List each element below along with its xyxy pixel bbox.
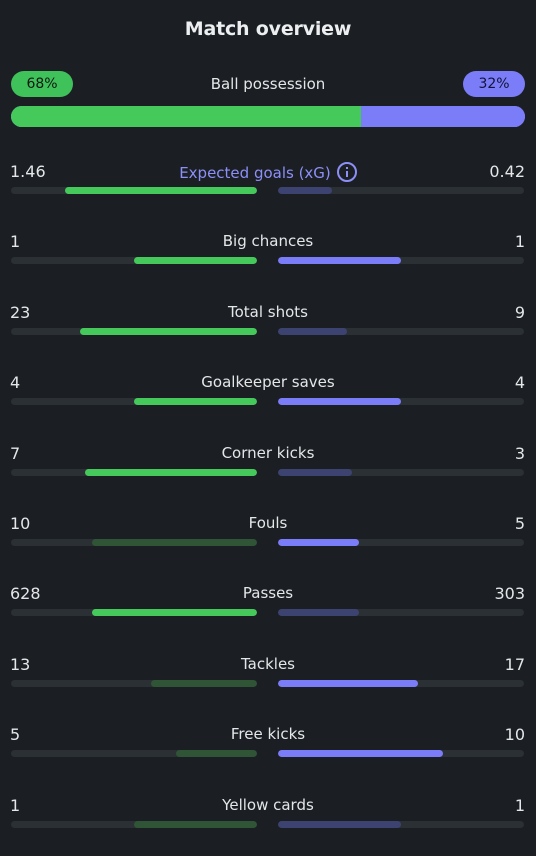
stat-home-bar-track: [11, 609, 257, 617]
stat-home-bar-fill: [134, 820, 257, 828]
stat-row: 4 Goalkeeper saves 4: [0, 373, 536, 423]
away-possession-badge: 32%: [463, 71, 525, 97]
stat-away-bar-fill: [278, 468, 352, 476]
stat-home-bar-track: [11, 327, 257, 335]
stat-label[interactable]: Expected goals (xG): [0, 162, 536, 182]
stat-label: Fouls: [0, 514, 536, 532]
stat-home-bar-track: [11, 750, 257, 758]
stat-home-value: 7: [10, 443, 21, 463]
stat-row: 7 Corner kicks 3: [0, 444, 536, 494]
stat-row: 5 Free kicks 10: [0, 725, 536, 775]
possession-bar-away: [360, 106, 525, 127]
stat-away-bar-fill: [278, 539, 360, 546]
stat-home-bar-fill: [92, 539, 257, 546]
stat-label: Big chances: [0, 232, 536, 250]
stat-away-bar-track: [278, 820, 524, 828]
stat-away-bar-fill: [278, 750, 443, 758]
stat-home-bar-fill: [134, 257, 257, 265]
stat-away-bar-fill: [278, 609, 360, 617]
stat-row: 23 Total shots 9: [0, 303, 536, 353]
stat-away-bar-track: [278, 327, 524, 335]
stat-home-bar-track: [11, 187, 257, 194]
stat-away-bar-fill: [278, 257, 401, 265]
stat-away-value: 17: [504, 654, 525, 674]
stat-home-bar-fill: [92, 609, 257, 617]
stat-home-bar-track: [11, 257, 257, 265]
stat-away-bar-fill: [278, 820, 401, 828]
stat-label: Yellow cards: [0, 796, 536, 814]
stat-away-bar-track: [278, 750, 524, 758]
stat-label-text: Tackles: [240, 654, 296, 673]
stat-label-text: Free kicks: [230, 725, 306, 744]
stat-row: 1 Big chances 1: [0, 232, 536, 282]
home-possession-badge: 68%: [11, 71, 73, 97]
stat-home-value: 5: [10, 725, 21, 745]
stat-label-text: Corner kicks: [221, 443, 315, 462]
stat-away-bar-track: [278, 468, 524, 476]
stat-home-bar-fill: [79, 327, 257, 335]
stat-row: 13 Tackles 17: [0, 655, 536, 705]
stat-label-text: Big chances: [222, 232, 314, 251]
stat-row: 628 Passes 303: [0, 584, 536, 634]
stat-away-value: 1: [514, 795, 525, 815]
stat-home-bar-track: [11, 398, 257, 406]
stat-home-bar-track: [11, 679, 257, 687]
stat-label: Corner kicks: [0, 444, 536, 462]
stat-away-bar-fill: [278, 327, 347, 335]
stat-away-value: 9: [514, 302, 525, 322]
stat-away-bar-track: [278, 679, 524, 687]
stat-home-bar-fill: [84, 468, 257, 476]
stat-away-bar-fill: [278, 679, 419, 687]
possession-bar-home: [11, 106, 361, 127]
stat-label: Free kicks: [0, 725, 536, 743]
stat-home-bar-fill: [134, 398, 257, 406]
stat-away-bar-track: [278, 187, 524, 194]
stat-away-value: 3: [514, 443, 525, 463]
stat-row: 1 Yellow cards 1: [0, 796, 536, 846]
stat-home-value: 13: [10, 654, 31, 674]
stat-label-text: Expected goals (xG): [179, 164, 331, 182]
stat-home-bar-fill: [65, 187, 257, 194]
stat-home-bar-track: [11, 539, 257, 546]
stat-home-bar-fill: [175, 750, 257, 758]
possession-bar: [11, 106, 525, 127]
stat-away-value: 303: [494, 584, 525, 604]
stat-home-value: 1: [10, 795, 21, 815]
stat-away-bar-track: [278, 398, 524, 406]
stat-home-value: 4: [10, 373, 21, 393]
stat-label-text: Total shots: [228, 302, 308, 321]
stat-away-value: 0.42: [489, 162, 525, 181]
stat-away-bar-fill: [278, 398, 401, 406]
stat-label: Total shots: [0, 303, 536, 321]
stat-away-bar-fill: [278, 187, 333, 194]
stat-label-text: Passes: [242, 584, 294, 603]
stat-home-bar-track: [11, 468, 257, 476]
stat-away-bar-track: [278, 609, 524, 617]
stat-away-value: 1: [514, 232, 525, 252]
stat-away-value: 10: [504, 725, 525, 745]
stat-home-bar-track: [11, 820, 257, 828]
stat-away-bar-track: [278, 257, 524, 265]
possession-label: Ball possession: [210, 75, 326, 93]
stat-label-text: Yellow cards: [222, 795, 314, 814]
stat-label-text: Goalkeeper saves: [201, 373, 335, 392]
stat-label: Tackles: [0, 655, 536, 673]
stat-home-bar-fill: [151, 679, 257, 687]
page-title: Match overview: [184, 18, 352, 40]
stat-label: Passes: [0, 584, 536, 602]
stat-home-value: 1: [10, 232, 21, 252]
stat-home-value: 1.46: [10, 162, 46, 181]
stat-label: Goalkeeper saves: [0, 373, 536, 391]
stat-row: 1.46 Expected goals (xG) 0.42: [0, 162, 536, 212]
stat-away-value: 4: [514, 373, 525, 393]
info-icon[interactable]: [336, 162, 357, 182]
stat-away-bar-track: [278, 539, 524, 546]
stat-home-value: 628: [10, 584, 41, 604]
stat-home-value: 23: [10, 302, 31, 322]
stat-row: 10 Fouls 5: [0, 514, 536, 564]
stat-away-value: 5: [514, 514, 525, 533]
stat-home-value: 10: [10, 514, 31, 533]
stat-label-text: Fouls: [248, 514, 288, 532]
